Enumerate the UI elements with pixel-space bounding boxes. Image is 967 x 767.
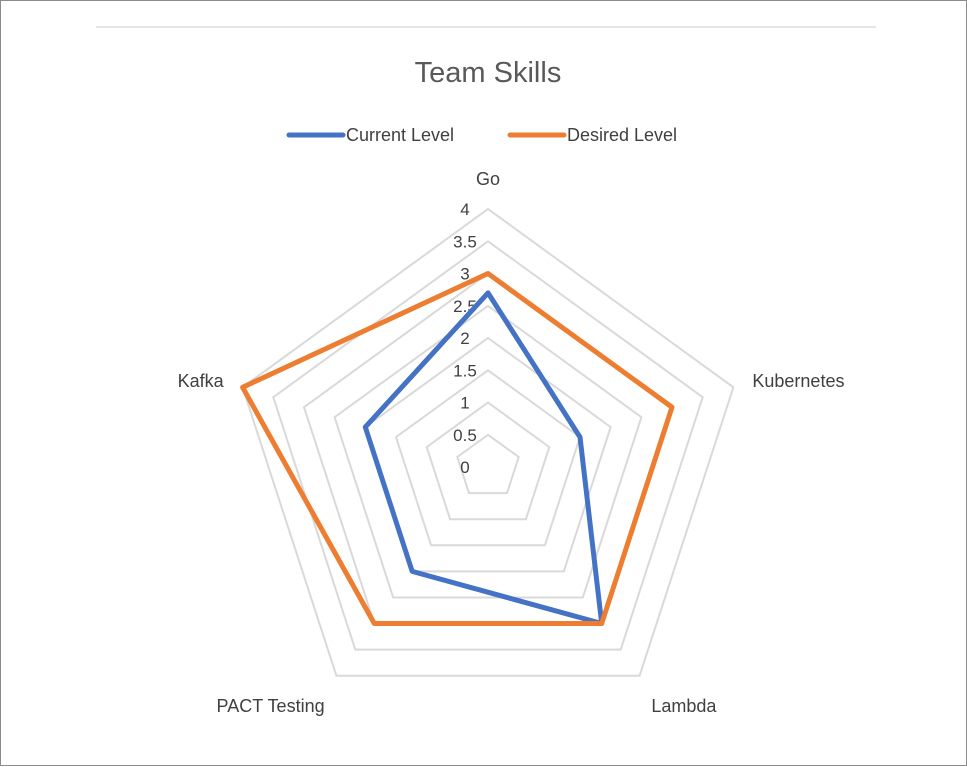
top-divider	[96, 26, 876, 28]
axis-label: Go	[476, 169, 500, 189]
grid-ring	[425, 401, 551, 521]
axis-label: Kubernetes	[752, 371, 844, 391]
legend: Current Level Desired Level	[286, 125, 677, 145]
radar-grid	[241, 207, 735, 677]
tick-label: 1	[460, 394, 469, 413]
tick-label: 0	[460, 458, 469, 477]
grid-ring	[364, 336, 612, 573]
chart-title: Team Skills	[415, 57, 562, 89]
grid-ring	[272, 240, 704, 651]
grid-ring	[394, 369, 582, 547]
grid-ring	[456, 433, 520, 495]
tick-label: 3	[460, 265, 469, 284]
series-layer	[240, 271, 675, 626]
tick-label: 4	[460, 200, 469, 219]
axis-labels: Go Kubernetes Lambda PACT Testing Kafka	[178, 169, 845, 716]
series-line	[240, 271, 675, 626]
tick-label: 1.5	[453, 361, 477, 380]
legend-label: Desired Level	[567, 125, 677, 145]
tick-label: 0.5	[453, 426, 477, 445]
axis-label: Kafka	[178, 371, 225, 391]
tick-label: 2	[460, 329, 469, 348]
axis-label: Lambda	[651, 696, 717, 716]
radial-ticks: 00.511.522.533.54	[453, 200, 477, 477]
grid-ring	[241, 207, 735, 677]
legend-label: Current Level	[346, 125, 454, 145]
tick-label: 3.5	[453, 232, 477, 251]
axis-label: PACT Testing	[217, 696, 325, 716]
grid-ring	[333, 304, 643, 599]
series-line	[362, 290, 605, 626]
